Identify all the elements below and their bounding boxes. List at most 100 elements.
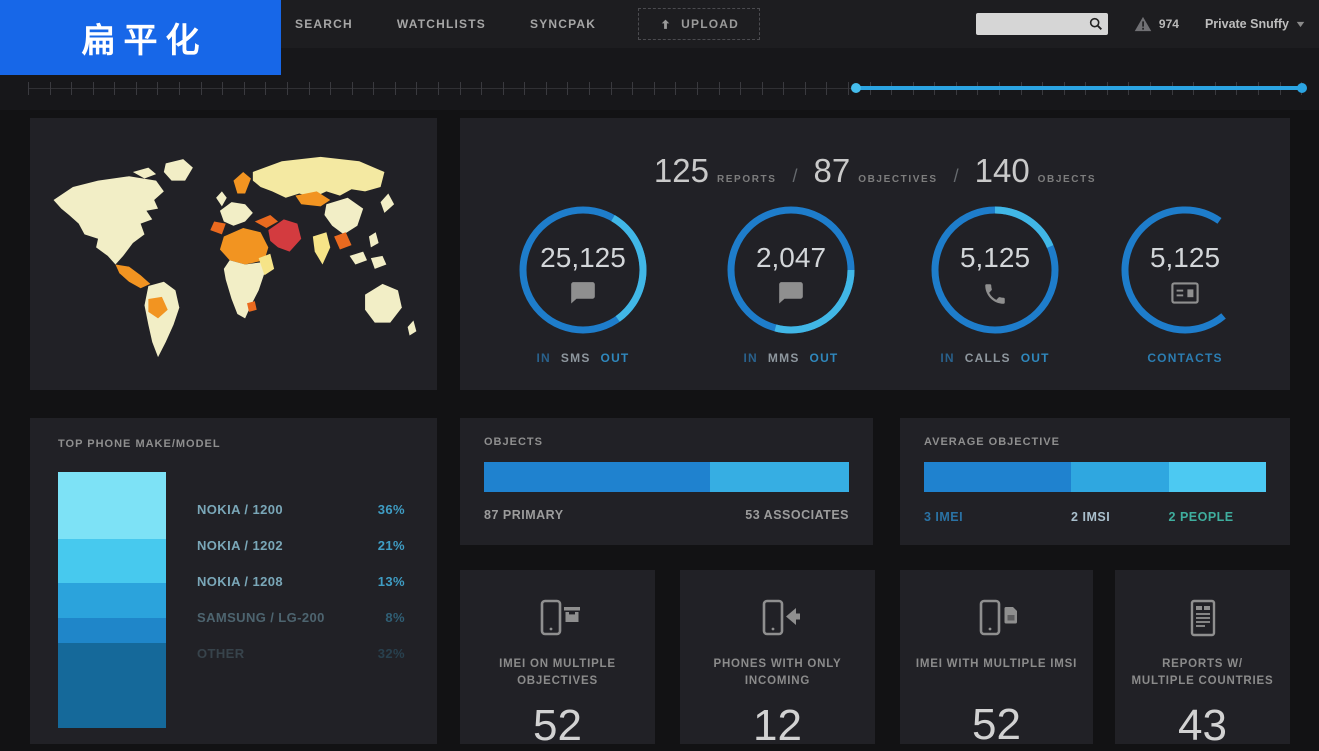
model-label: NOKIA / 1208 bbox=[197, 574, 283, 589]
timeline-handle-left[interactable] bbox=[851, 83, 861, 93]
map-region bbox=[148, 296, 168, 319]
imei-label: 3 IMEI bbox=[924, 510, 964, 524]
map-region bbox=[368, 232, 379, 248]
card-label: REPORTS W/ MULTIPLE COUNTRIES bbox=[1131, 658, 1274, 688]
map-region bbox=[365, 283, 402, 323]
report-doc-icon bbox=[1190, 599, 1215, 637]
legend-row: SAMSUNG / LG-200 8% bbox=[197, 610, 405, 627]
legend-row: NOKIA / 1208 13% bbox=[197, 574, 405, 591]
map-region bbox=[53, 176, 164, 265]
card-value: 52 bbox=[533, 700, 582, 750]
timeline-tick bbox=[394, 82, 396, 95]
upload-arrow-icon bbox=[661, 19, 670, 29]
map-region bbox=[254, 215, 279, 228]
timeline-tick bbox=[373, 82, 375, 95]
phone-handset-icon bbox=[985, 284, 1005, 304]
map-region bbox=[268, 219, 302, 252]
contacts-label: CONTACTS bbox=[1147, 351, 1223, 365]
panel-title: OBJECTS bbox=[484, 436, 543, 448]
gauge-ring bbox=[727, 206, 855, 334]
average-objective-panel: AVERAGE OBJECTIVE 3 IMEI 2 IMSI 2 PEOPLE bbox=[900, 418, 1290, 545]
map-region bbox=[258, 253, 275, 276]
map-region bbox=[407, 320, 417, 336]
nav-item-search[interactable]: SEARCH bbox=[295, 17, 353, 31]
timeline-tick bbox=[610, 82, 612, 95]
contacts-count: 5,125 bbox=[1149, 242, 1221, 273]
reports-multiple-countries-card: REPORTS W/ MULTIPLE COUNTRIES 43 bbox=[1115, 570, 1290, 750]
objects-bar-labels: 87 PRIMARY 53 ASSOCIATES bbox=[484, 508, 849, 522]
timeline-handle-right[interactable] bbox=[1297, 83, 1307, 93]
model-pct: 13% bbox=[377, 574, 405, 589]
calls-label: CALLS bbox=[964, 351, 1011, 365]
nav-right-cluster: 974 Private Snuffy bbox=[975, 0, 1311, 48]
timeline-tick bbox=[286, 82, 288, 95]
chevron-down-icon bbox=[1296, 21, 1305, 27]
timeline-axis bbox=[28, 88, 1303, 89]
bar-segment bbox=[58, 472, 166, 539]
search-icon[interactable] bbox=[1088, 16, 1104, 32]
objectives-label: OBJECTIVES bbox=[858, 174, 938, 185]
timeline-tick bbox=[179, 82, 181, 95]
timeline-selected-range[interactable] bbox=[851, 83, 1307, 93]
phone-stacked-bar bbox=[58, 472, 166, 728]
timeline-tick bbox=[92, 82, 94, 95]
global-search[interactable] bbox=[975, 13, 1108, 35]
timeline-tick bbox=[826, 82, 828, 95]
map-region bbox=[216, 191, 227, 207]
gauge-ring bbox=[519, 206, 647, 334]
timeline-tick bbox=[740, 82, 742, 95]
in-label: IN bbox=[536, 351, 551, 365]
nav-item-syncpak[interactable]: SYNCPAK bbox=[529, 17, 597, 31]
timeline-tick bbox=[437, 82, 439, 95]
top-phone-panel: TOP PHONE MAKE/MODEL NOKIA / 1200 36% NO… bbox=[30, 418, 437, 744]
timeline-tick bbox=[804, 82, 806, 95]
card-label: IMEI WITH MULTIPLE IMSI bbox=[915, 658, 1078, 670]
contacts-gauge: 5,125 CONTACTS bbox=[1110, 202, 1260, 365]
model-label: NOKIA / 1200 bbox=[197, 502, 283, 517]
map-region bbox=[334, 232, 352, 250]
card-value: 43 bbox=[1178, 700, 1227, 750]
mms-count: 2,047 bbox=[755, 242, 827, 273]
user-menu[interactable]: Private Snuffy bbox=[1205, 17, 1311, 31]
sms-label: SMS bbox=[560, 351, 591, 365]
upload-button[interactable]: UPLOAD bbox=[638, 8, 761, 40]
map-region bbox=[163, 159, 193, 181]
timeline-tick bbox=[718, 82, 720, 95]
people-label: 2 PEOPLE bbox=[1168, 510, 1234, 524]
timeline-tick bbox=[545, 82, 547, 95]
sms-gauge-labels: IN SMS OUT bbox=[508, 351, 658, 365]
map-region bbox=[219, 227, 269, 265]
bar-segment bbox=[58, 538, 166, 584]
map-region bbox=[132, 167, 157, 179]
gauge-ring bbox=[931, 206, 1059, 334]
legend-row: OTHER 32% bbox=[197, 646, 405, 663]
label-cell: 3 IMEI bbox=[924, 508, 1071, 526]
label-cell: 2 PEOPLE bbox=[1169, 508, 1266, 526]
legend-row: NOKIA / 1200 36% bbox=[197, 502, 405, 519]
model-pct: 21% bbox=[377, 538, 405, 553]
objectives-count: 87 bbox=[813, 152, 851, 189]
separator: / bbox=[953, 166, 959, 186]
imei-segment bbox=[924, 462, 1072, 492]
timeline-tick bbox=[157, 82, 159, 95]
timeline-tick bbox=[351, 82, 353, 95]
phone-box-icon bbox=[540, 599, 580, 636]
legend-row: NOKIA / 1202 21% bbox=[197, 538, 405, 555]
summary-counts: 125 REPORTS / 87 OBJECTIVES / 140 OBJECT… bbox=[460, 152, 1290, 190]
map-region bbox=[312, 232, 331, 265]
model-label: OTHER bbox=[197, 646, 245, 661]
search-input[interactable] bbox=[982, 17, 1088, 31]
timeline-tick bbox=[49, 82, 51, 95]
nav-item-watchlists[interactable]: WATCHLISTS bbox=[396, 17, 486, 31]
out-label: OUT bbox=[1020, 351, 1050, 365]
timeline-tick bbox=[459, 82, 461, 95]
gauge-ring bbox=[1121, 206, 1249, 334]
calls-gauge: 5,125 IN CALLS OUT bbox=[920, 202, 1070, 365]
card-value: 12 bbox=[753, 700, 802, 750]
contact-card-icon bbox=[1171, 282, 1199, 304]
alerts-indicator[interactable]: 974 bbox=[1134, 16, 1179, 32]
map-region bbox=[324, 197, 364, 235]
in-label: IN bbox=[940, 351, 955, 365]
primary-label: 87 PRIMARY bbox=[484, 508, 564, 522]
out-label: OUT bbox=[600, 351, 630, 365]
